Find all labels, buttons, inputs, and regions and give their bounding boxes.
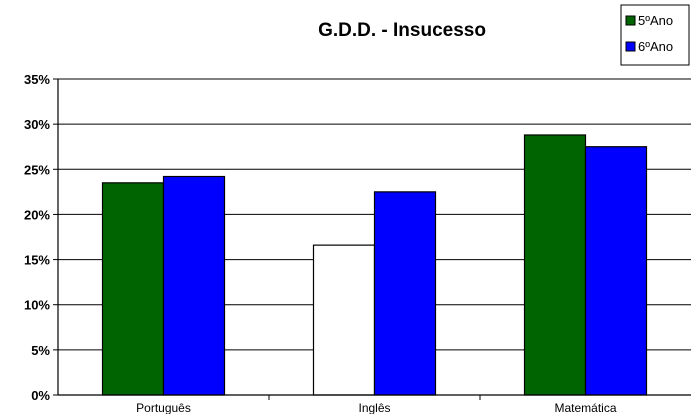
bar-series1-1 <box>312 244 376 396</box>
chart-title: G.D.D. - Insucesso <box>318 20 486 41</box>
x-tick-label: Matemática <box>554 401 616 414</box>
x-tick-label: Inglês <box>358 401 390 414</box>
y-tick-label: 15% <box>24 253 50 268</box>
x-tick-label: Português <box>136 401 191 414</box>
x-axis-ticks: Português Inglês Matemática <box>136 395 617 414</box>
legend-swatch <box>625 41 636 52</box>
y-tick-label: 10% <box>24 298 50 313</box>
bars <box>101 134 648 396</box>
legend-label: 5ºAno <box>638 13 673 28</box>
y-tick-label: 30% <box>24 117 50 132</box>
y-tick-label: 5% <box>31 343 50 358</box>
legend: 5ºAno 6ºAno <box>620 4 690 66</box>
y-tick-label: 25% <box>24 162 50 177</box>
bar-series2-1 <box>373 191 437 396</box>
legend-box <box>620 4 690 66</box>
y-tick-label: 35% <box>24 72 50 87</box>
legend-swatch <box>625 15 636 26</box>
bar-series1-2 <box>523 134 587 396</box>
y-tick-label: 20% <box>24 207 50 222</box>
axes <box>57 79 691 396</box>
bar-series2-2 <box>584 146 648 396</box>
bar-series2-0 <box>162 175 226 396</box>
legend-label: 6ºAno <box>638 39 673 54</box>
y-tick-label: 0% <box>31 388 50 403</box>
bar-series1-0 <box>101 182 165 396</box>
y-axis-ticks: 0% 5% 10% 15% 20% 25% 30% 35% <box>24 72 58 403</box>
